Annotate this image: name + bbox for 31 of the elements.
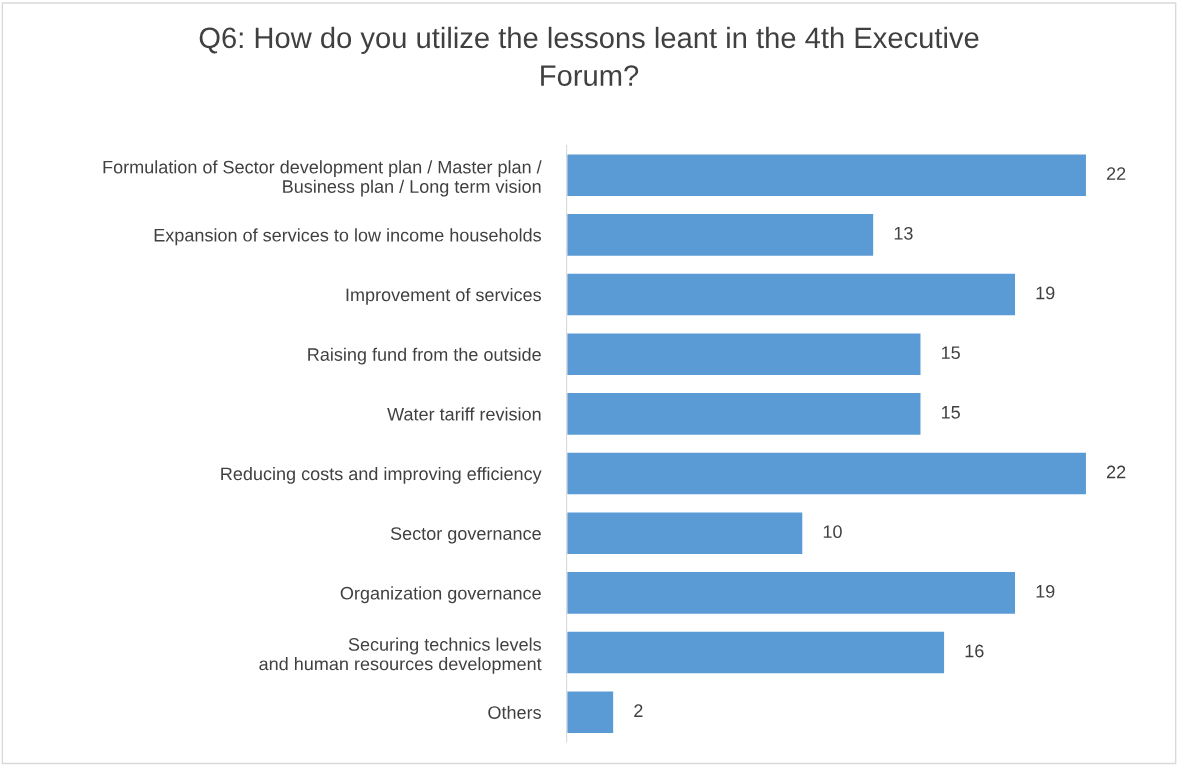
bar <box>566 690 615 735</box>
data-label: 16 <box>965 644 984 658</box>
data-label: 15 <box>942 346 960 360</box>
data-label: 19 <box>1036 584 1055 598</box>
y-tick-label: Raising fund from the outside <box>308 347 541 365</box>
data-label: 13 <box>894 226 913 240</box>
data-label: 19 <box>1036 286 1055 300</box>
y-tick-label: Water tariff revision <box>387 407 541 421</box>
data-label: 22 <box>1106 465 1126 479</box>
bar <box>566 153 1088 198</box>
data-label: 10 <box>823 525 842 539</box>
y-tick-label: Improvement of services <box>346 287 541 305</box>
bar <box>566 391 922 437</box>
bar <box>566 332 922 377</box>
bar <box>566 272 1017 317</box>
bar <box>566 212 875 258</box>
y-tick-label: Reducing costs and improving efficiency <box>221 466 542 484</box>
bar <box>566 511 804 556</box>
data-label: 22 <box>1106 167 1126 180</box>
y-tick-label: Securing technics levels and human resources development <box>259 637 542 674</box>
y-tick-label: Formulation of Sector development plan / Master plan / Business plan / Long term vision <box>103 160 542 197</box>
chart-title: Q6: How do you utilize the lessons leant in the 4th Executive Forum? <box>199 26 979 86</box>
y-tick-label: Others <box>488 705 541 719</box>
bar <box>566 630 946 675</box>
y-tick-label: Organization governance <box>340 586 541 604</box>
bar <box>566 570 1017 616</box>
y-tick-label: Sector governance <box>390 527 541 544</box>
bar <box>566 451 1088 496</box>
y-tick-label: Expansion of services to low income households <box>154 228 541 246</box>
data-label: 2 <box>634 704 643 717</box>
data-label: 15 <box>942 406 960 419</box>
